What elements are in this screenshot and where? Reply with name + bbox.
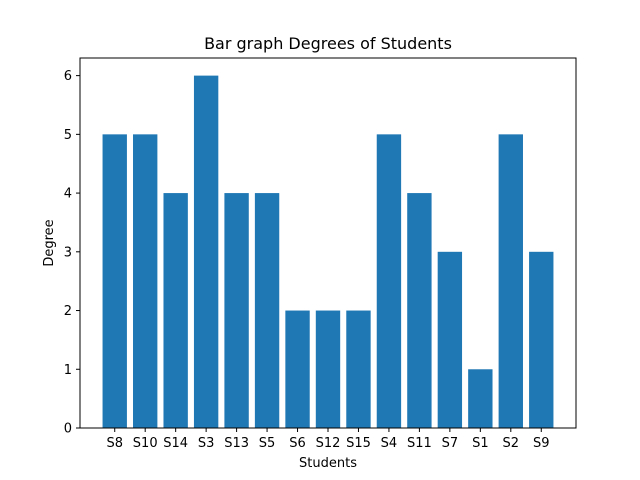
x-tick-label-S9: S9 <box>533 436 550 451</box>
bar-S11 <box>407 193 432 428</box>
x-tick-label-S13: S13 <box>224 436 249 451</box>
bar-S4 <box>376 134 402 428</box>
y-tick-label-3: 3 <box>64 245 72 260</box>
bar-S12 <box>315 310 341 428</box>
bar-S1 <box>468 369 493 428</box>
chart-title: Bar graph Degrees of Students <box>204 34 452 53</box>
bar-S5 <box>254 193 280 428</box>
bar-S2 <box>498 134 523 428</box>
x-tick-label-S8: S8 <box>106 436 123 451</box>
y-tick-label-5: 5 <box>64 128 72 143</box>
y-tick-label-6: 6 <box>64 69 72 84</box>
x-tick-label-S10: S10 <box>133 436 158 451</box>
x-tick-label-S11: S11 <box>407 436 432 451</box>
bar-S13 <box>224 193 249 428</box>
bar-S15 <box>346 310 371 428</box>
bars-group <box>102 75 554 429</box>
bar-S3 <box>193 75 219 429</box>
x-tick-label-S5: S5 <box>259 436 276 451</box>
bar-S9 <box>529 251 554 428</box>
x-tick-label-S4: S4 <box>381 436 398 451</box>
x-tick-label-S7: S7 <box>442 436 459 451</box>
y-tick-label-0: 0 <box>64 422 72 437</box>
bar-S10 <box>133 134 158 428</box>
x-tick-label-S6: S6 <box>289 436 306 451</box>
y-axis: 0 1 2 3 4 5 6 <box>64 69 80 437</box>
x-axis: S8 S10 S14 S3 S13 S5 S6 S12 S15 S4 S11 S7 S1 S2 S9 <box>106 428 550 451</box>
x-tick-label-S12: S12 <box>316 436 341 451</box>
x-tick-label-S2: S2 <box>503 436 520 451</box>
bar-S6 <box>285 310 310 428</box>
bar-S14 <box>163 193 188 428</box>
y-tick-label-4: 4 <box>64 187 72 202</box>
x-tick-label-S3: S3 <box>198 436 215 451</box>
y-axis-label: Degree <box>42 219 57 266</box>
bar-S7 <box>437 251 463 428</box>
y-tick-label-1: 1 <box>64 363 72 378</box>
x-axis-label: Students <box>299 456 357 471</box>
y-tick-label-2: 2 <box>64 304 72 319</box>
x-tick-label-S15: S15 <box>346 436 371 451</box>
x-tick-label-S1: S1 <box>472 436 489 451</box>
x-tick-label-S14: S14 <box>163 436 188 451</box>
bar-S8 <box>102 134 127 428</box>
